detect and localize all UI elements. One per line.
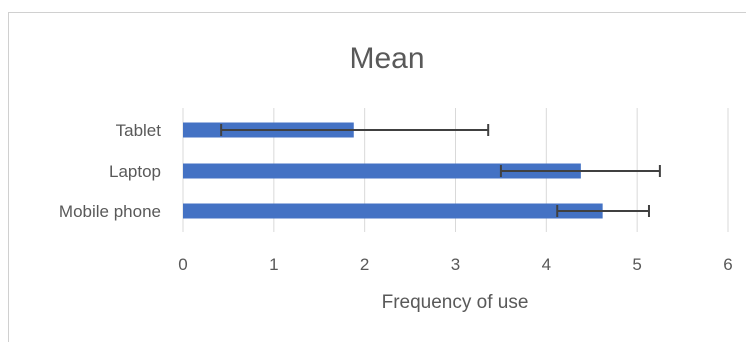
x-tick-3: 3 — [451, 255, 460, 274]
x-tick-1: 1 — [269, 255, 278, 274]
x-tick-0: 0 — [178, 255, 187, 274]
bar-laptop — [183, 163, 581, 179]
bars — [183, 122, 603, 219]
category-label-laptop: Laptop — [109, 162, 161, 181]
x-axis-label: Frequency of use — [382, 292, 529, 313]
chart-title: Mean — [349, 42, 424, 75]
x-tick-labels: 0 1 2 3 4 5 6 — [178, 255, 732, 274]
x-tick-5: 5 — [632, 255, 641, 274]
category-label-mobile-phone: Mobile phone — [59, 202, 161, 221]
bar-mobile-phone — [183, 203, 603, 219]
x-tick-6: 6 — [723, 255, 732, 274]
x-tick-4: 4 — [542, 255, 551, 274]
category-label-tablet: Tablet — [116, 121, 162, 140]
x-tick-2: 2 — [360, 255, 369, 274]
error-bars — [220, 124, 661, 217]
category-labels: Tablet Laptop Mobile phone — [59, 121, 161, 221]
